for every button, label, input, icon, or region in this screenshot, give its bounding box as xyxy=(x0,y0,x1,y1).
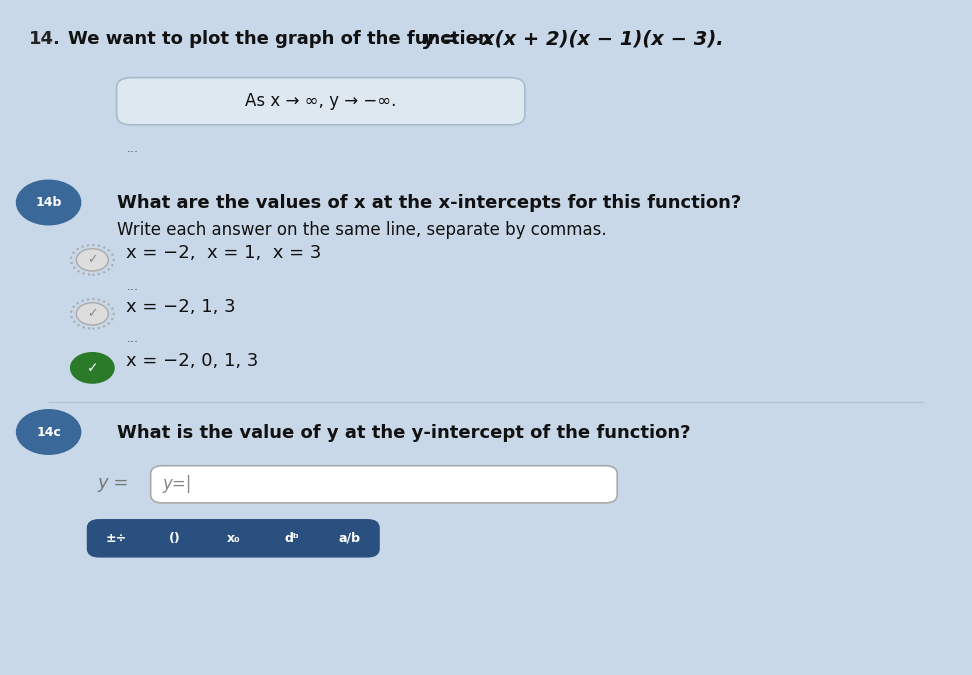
Text: a/b: a/b xyxy=(339,532,361,545)
Circle shape xyxy=(77,302,109,325)
Text: ...: ... xyxy=(126,280,138,293)
Text: As x → ∞, y → −∞.: As x → ∞, y → −∞. xyxy=(245,92,397,110)
Text: ✓: ✓ xyxy=(87,253,97,267)
Text: y=|: y=| xyxy=(162,475,191,493)
Text: Write each answer on the same line, separate by commas.: Write each answer on the same line, sepa… xyxy=(117,221,607,239)
FancyBboxPatch shape xyxy=(151,466,617,503)
Text: x = −2, 0, 1, 3: x = −2, 0, 1, 3 xyxy=(126,352,259,370)
Text: dᵇ: dᵇ xyxy=(284,532,299,545)
FancyBboxPatch shape xyxy=(87,520,379,557)
Text: x = −2,  x = 1,  x = 3: x = −2, x = 1, x = 3 xyxy=(126,244,322,262)
Circle shape xyxy=(17,180,81,225)
Text: 14.: 14. xyxy=(29,30,61,49)
Text: ✓: ✓ xyxy=(87,361,98,375)
Text: (): () xyxy=(169,532,181,545)
Circle shape xyxy=(17,410,81,454)
Text: x₀: x₀ xyxy=(226,532,240,545)
Text: We want to plot the graph of the function: We want to plot the graph of the functio… xyxy=(68,30,497,49)
Text: ±÷: ±÷ xyxy=(106,532,127,545)
Text: What is the value of y at the y-intercept of the function?: What is the value of y at the y-intercep… xyxy=(117,424,690,442)
Text: 14c: 14c xyxy=(36,425,61,439)
Text: y =: y = xyxy=(97,474,128,491)
Circle shape xyxy=(71,353,114,383)
Text: x = −2, 1, 3: x = −2, 1, 3 xyxy=(126,298,236,316)
Text: What are the values of x at the x-intercepts for this function?: What are the values of x at the x-interc… xyxy=(117,194,741,213)
Text: ...: ... xyxy=(126,332,138,345)
Text: 14b: 14b xyxy=(35,196,62,209)
Circle shape xyxy=(77,249,109,271)
Text: y = −x(x + 2)(x − 1)(x − 3).: y = −x(x + 2)(x − 1)(x − 3). xyxy=(423,30,723,49)
Text: ...: ... xyxy=(126,142,138,155)
FancyBboxPatch shape xyxy=(117,78,525,125)
Text: ✓: ✓ xyxy=(87,307,97,321)
